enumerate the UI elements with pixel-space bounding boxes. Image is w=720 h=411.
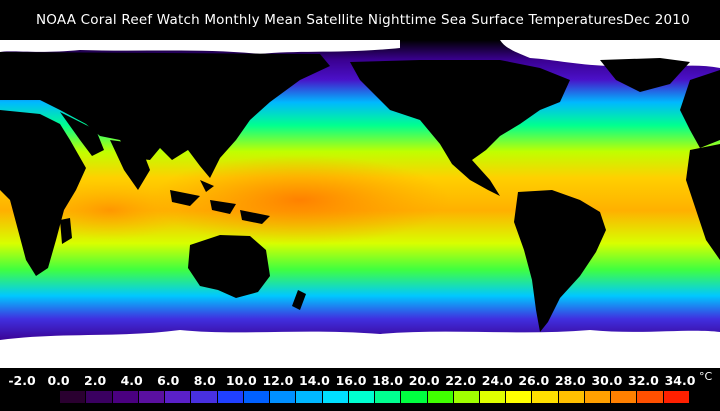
colorbar-swatch: [663, 391, 690, 403]
colorbar-tick-label: 26.0: [518, 373, 550, 388]
colorbar-swatch: [427, 391, 454, 403]
colorbar-tick-label: 30.0: [591, 373, 623, 388]
colorbar-swatch: [401, 391, 428, 403]
colorbar-tick-label: 22.0: [445, 373, 477, 388]
land-north-america: [350, 60, 570, 196]
colorbar-tick-label: 34.0: [664, 373, 696, 388]
colorbar-swatch: [296, 391, 323, 403]
land-southeast-asia-islands: [170, 180, 270, 224]
land-madagascar: [60, 218, 72, 244]
colorbar-swatch: [270, 391, 297, 403]
colorbar-unit-label: °C: [699, 370, 713, 383]
colorbar-swatch: [34, 391, 61, 403]
colorbar-tick-labels: -2.0 0.0 2.0 4.0 6.0 8.0 10.0 12.0 14.0 16.0 18.0 2…: [0, 370, 720, 390]
land-africa-west-edge: [686, 144, 720, 260]
colorbar-swatch: [584, 391, 612, 403]
colorbar-tick-label: 16.0: [335, 373, 367, 388]
colorbar-swatch: [165, 391, 192, 403]
colorbar-swatch: [558, 391, 585, 403]
colorbar-tick-label: 2.0: [84, 373, 107, 388]
colorbar-swatch: [322, 391, 349, 403]
map-date: Dec 2010: [623, 12, 690, 28]
colorbar-swatch: [112, 391, 139, 403]
colorbar-tick-label: 6.0: [157, 373, 180, 388]
land-australia: [188, 235, 270, 298]
colorbar-tick-label: 0.0: [47, 373, 70, 388]
land-new-zealand: [292, 290, 306, 310]
colorbar-tick-label: 12.0: [262, 373, 294, 388]
colorbar-tick-label: 24.0: [481, 373, 513, 388]
western-pacific-warm-pool: [150, 155, 450, 245]
colorbar-swatch: [453, 391, 480, 403]
temperature-colorbar: [33, 390, 691, 404]
colorbar-tick-label: 8.0: [193, 373, 216, 388]
colorbar-swatch: [191, 391, 218, 403]
arctic-ice-west: [0, 40, 400, 54]
colorbar-swatch: [60, 391, 87, 403]
colorbar-swatch: [86, 391, 113, 403]
land-south-america: [514, 190, 606, 332]
land-europe-west: [680, 70, 720, 148]
colorbar-swatch: [637, 391, 664, 403]
colorbar-tick-label: 14.0: [299, 373, 330, 388]
colorbar-swatch: [217, 391, 244, 403]
colorbar-swatch: [532, 391, 559, 403]
colorbar-swatch: [479, 391, 507, 403]
colorbar-tick-label: 10.0: [225, 373, 257, 388]
colorbar-tick-label: -2.0: [8, 373, 36, 388]
colorbar-swatch: [611, 391, 638, 403]
colorbar-swatch: [375, 391, 402, 403]
colorbar-swatch: [243, 391, 271, 403]
sea-surface-temperature-map: [0, 40, 720, 368]
colorbar-tick-label: 4.0: [120, 373, 143, 388]
colorbar-tick-label: 28.0: [554, 373, 586, 388]
land-eurasia: [0, 52, 330, 178]
colorbar-swatch: [138, 391, 166, 403]
land-greenland: [600, 58, 690, 92]
colorbar-tick-label: 18.0: [372, 373, 403, 388]
colorbar-tick-label: 32.0: [628, 373, 659, 388]
colorbar-swatch: [348, 391, 376, 403]
land-japan: [232, 100, 248, 132]
land-arabia-india: [60, 112, 150, 190]
colorbar-tick-label: 20.0: [408, 373, 440, 388]
land-africa: [0, 110, 86, 276]
antarctic-ice: [0, 330, 720, 368]
colorbar-swatch: [506, 391, 533, 403]
map-title: NOAA Coral Reef Watch Monthly Mean Satel…: [36, 12, 624, 28]
map-title-bar: NOAA Coral Reef Watch Monthly Mean Satel…: [0, 0, 720, 40]
